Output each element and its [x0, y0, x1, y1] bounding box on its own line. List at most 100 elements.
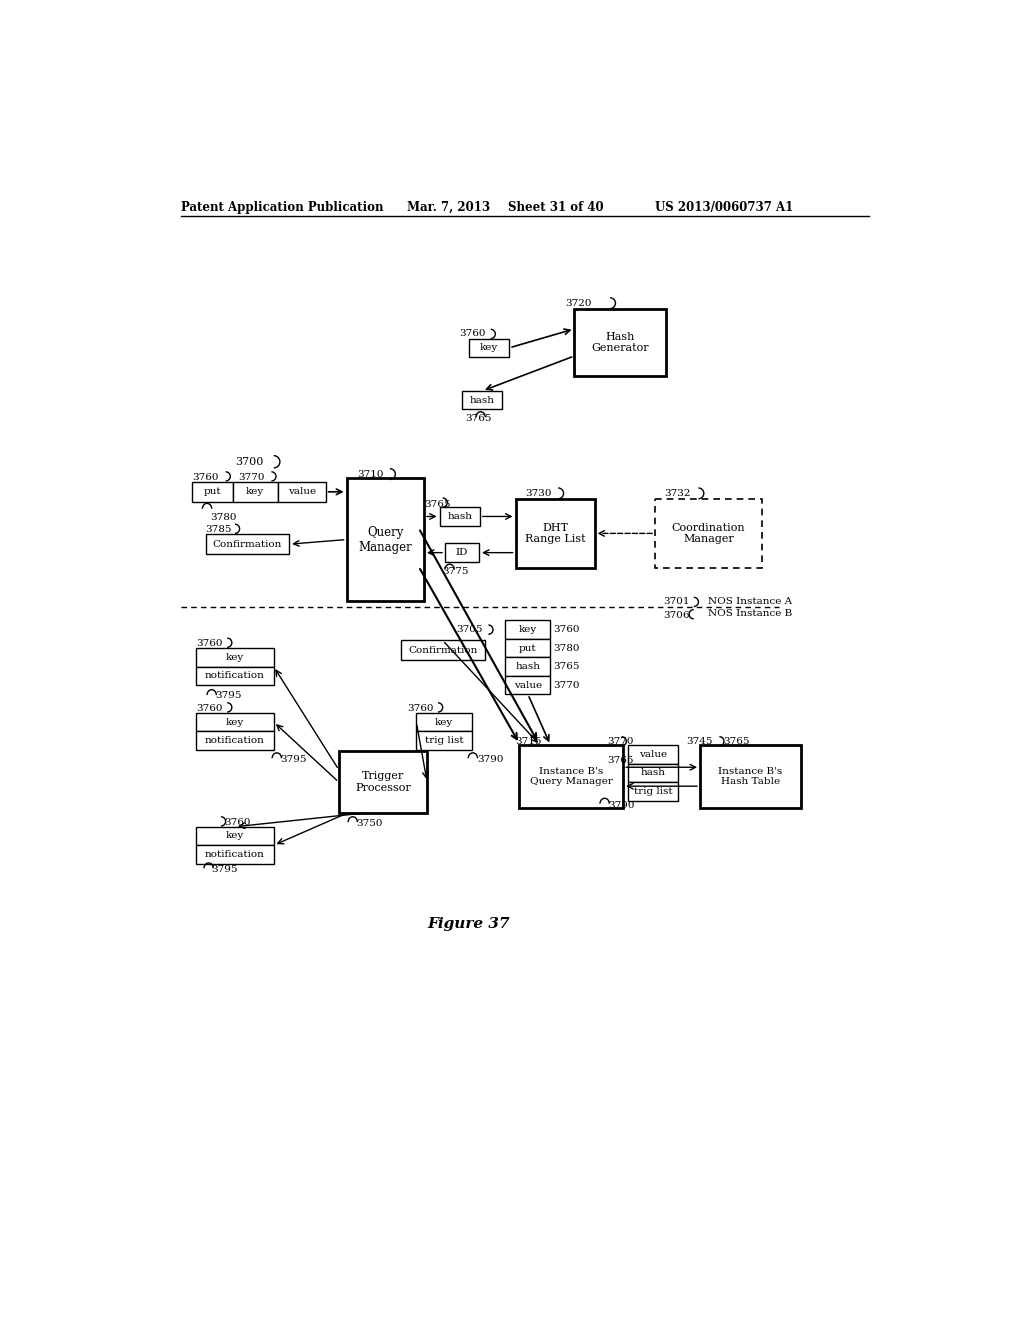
Text: 3770: 3770	[238, 473, 264, 482]
Text: Figure 37: Figure 37	[428, 917, 510, 931]
Bar	[197, 845, 273, 863]
Text: 3765: 3765	[607, 756, 634, 764]
Text: 3760: 3760	[407, 704, 433, 713]
Text: 3760: 3760	[459, 330, 485, 338]
Text: 3715: 3715	[515, 738, 542, 746]
Bar	[439, 507, 480, 525]
Text: 3795: 3795	[212, 866, 239, 874]
Text: Instance B's
Query Manager: Instance B's Query Manager	[529, 767, 612, 787]
Text: 3780: 3780	[554, 644, 580, 652]
Text: 3795: 3795	[215, 692, 242, 700]
Bar	[519, 744, 624, 808]
Bar	[462, 391, 503, 409]
Text: 3765: 3765	[424, 499, 451, 508]
Text: key: key	[226, 653, 244, 661]
Text: trig list: trig list	[634, 787, 673, 796]
Text: key: key	[246, 487, 264, 496]
Text: key: key	[226, 718, 244, 726]
Bar	[700, 744, 801, 808]
Bar	[628, 763, 678, 781]
Bar	[197, 648, 273, 667]
Text: Hash
Generator: Hash Generator	[591, 331, 649, 354]
Text: 3775: 3775	[442, 566, 469, 576]
Bar	[197, 667, 273, 685]
Text: 3710: 3710	[357, 470, 384, 479]
Text: value: value	[639, 750, 667, 759]
Bar	[197, 731, 273, 750]
Text: put: put	[204, 487, 221, 496]
Text: 3760: 3760	[224, 817, 251, 826]
Text: 3765: 3765	[465, 414, 492, 422]
Bar	[574, 309, 666, 376]
Text: 3730: 3730	[524, 490, 551, 499]
Text: key: key	[480, 343, 499, 352]
Text: NOS Instance A: NOS Instance A	[708, 597, 792, 606]
Text: Coordination
Manager: Coordination Manager	[672, 523, 745, 544]
Bar	[339, 751, 427, 813]
Text: 3760: 3760	[554, 626, 580, 634]
Text: value: value	[288, 487, 315, 496]
Text: value: value	[514, 681, 542, 689]
Text: key: key	[519, 626, 537, 634]
Text: Query
Manager: Query Manager	[358, 525, 413, 553]
Text: 3765: 3765	[554, 663, 580, 671]
Bar	[417, 731, 472, 750]
Bar	[346, 478, 424, 601]
Text: Trigger
Processor: Trigger Processor	[355, 771, 411, 793]
Text: Mar. 7, 2013: Mar. 7, 2013	[407, 201, 490, 214]
Text: 3720: 3720	[565, 298, 592, 308]
Bar	[628, 744, 678, 763]
Bar	[197, 713, 273, 731]
Text: key: key	[435, 718, 454, 726]
Text: US 2013/0060737 A1: US 2013/0060737 A1	[655, 201, 794, 214]
Text: Instance B's
Hash Table: Instance B's Hash Table	[718, 767, 782, 787]
Bar	[206, 535, 289, 554]
Text: Patent Application Publication: Patent Application Publication	[180, 201, 383, 214]
Text: ID: ID	[456, 548, 468, 557]
Bar	[445, 544, 479, 562]
Bar	[655, 499, 762, 568]
Text: Sheet 31 of 40: Sheet 31 of 40	[508, 201, 603, 214]
Bar	[506, 676, 550, 694]
Text: 3760: 3760	[197, 639, 222, 648]
Text: 3700: 3700	[234, 457, 263, 467]
Text: 3732: 3732	[665, 490, 691, 499]
Text: hash: hash	[470, 396, 495, 405]
Text: hash: hash	[447, 512, 472, 521]
Text: 3795: 3795	[280, 755, 306, 764]
Text: notification: notification	[205, 672, 265, 680]
Bar	[400, 640, 484, 660]
Bar	[506, 657, 550, 676]
Text: put: put	[519, 644, 537, 652]
Text: 3780: 3780	[210, 512, 237, 521]
Text: hash: hash	[641, 768, 666, 777]
Bar	[506, 639, 550, 657]
Bar	[515, 499, 595, 568]
Text: 3760: 3760	[197, 704, 222, 713]
Text: Confirmation: Confirmation	[408, 645, 477, 655]
Text: 3701: 3701	[663, 597, 689, 606]
Bar	[278, 482, 326, 502]
Bar	[232, 482, 278, 502]
Text: 3760: 3760	[193, 473, 219, 482]
Text: 3745: 3745	[686, 738, 713, 746]
Text: trig list: trig list	[425, 737, 464, 744]
Text: 3705: 3705	[457, 626, 483, 634]
Text: 3785: 3785	[206, 525, 232, 533]
Text: Confirmation: Confirmation	[213, 540, 282, 549]
Bar	[628, 781, 678, 800]
Bar	[417, 713, 472, 731]
Text: 3750: 3750	[356, 818, 383, 828]
Bar	[469, 339, 509, 358]
Bar	[506, 620, 550, 639]
Text: notification: notification	[205, 737, 265, 744]
Text: DHT
Range List: DHT Range List	[524, 523, 586, 544]
Text: 3770: 3770	[554, 681, 580, 689]
Text: notification: notification	[205, 850, 265, 859]
Text: 3790: 3790	[477, 755, 503, 764]
Bar	[197, 826, 273, 845]
Text: NOS Instance B: NOS Instance B	[708, 609, 792, 618]
Bar	[193, 482, 232, 502]
Text: 3770: 3770	[607, 738, 634, 746]
Text: key: key	[226, 832, 244, 841]
